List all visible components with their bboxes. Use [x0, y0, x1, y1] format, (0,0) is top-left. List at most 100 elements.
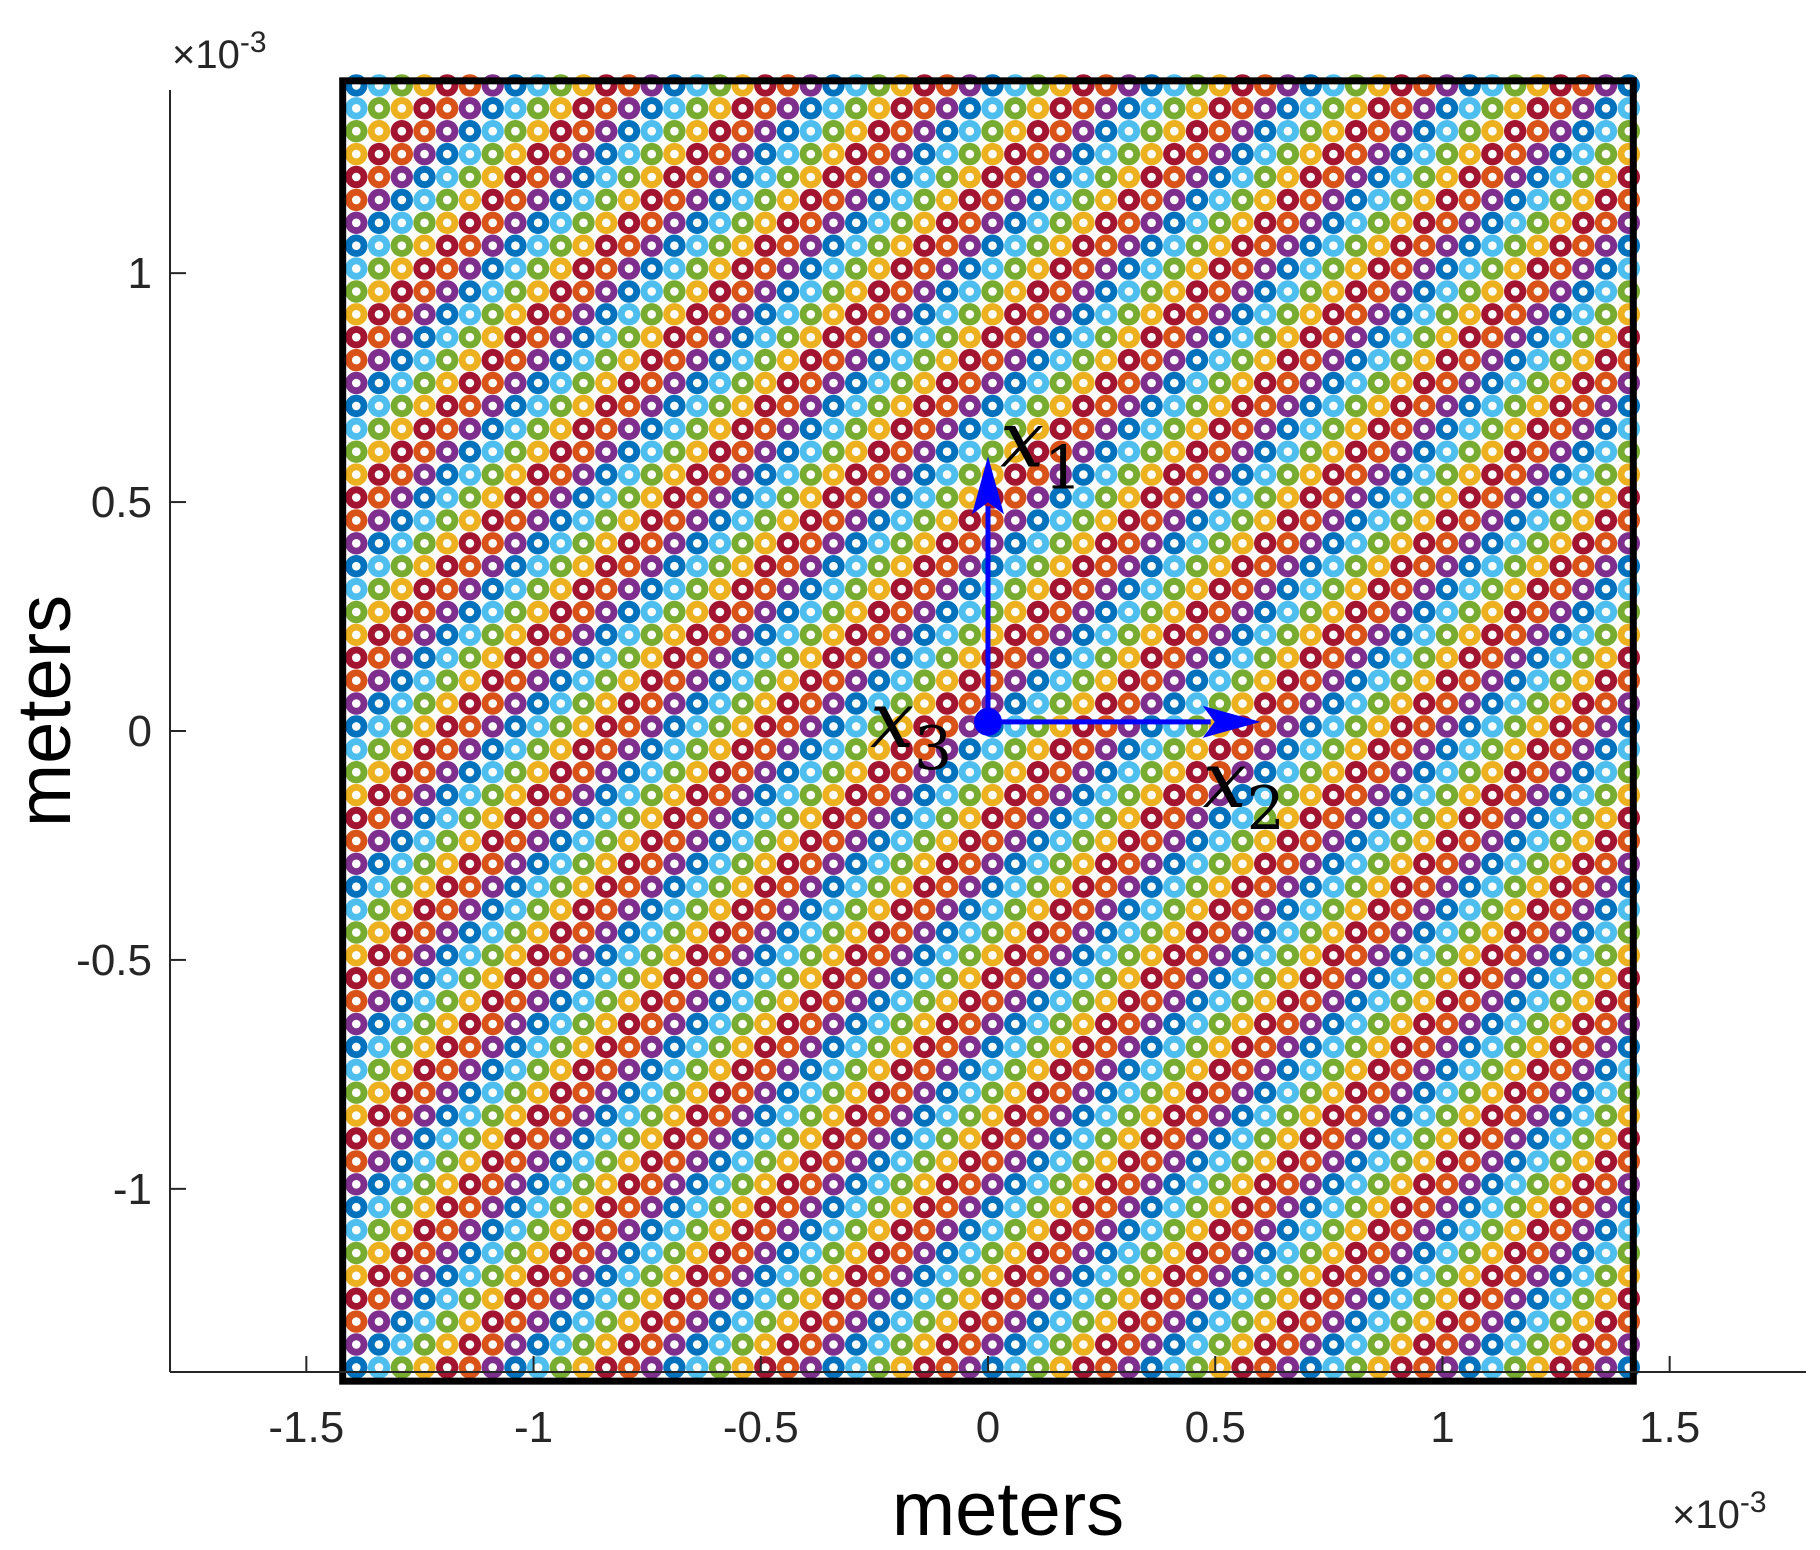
lattice-dot-core	[1170, 928, 1179, 937]
lattice-dot-core	[1215, 493, 1225, 502]
lattice-dot-core	[738, 1019, 747, 1029]
lattice-dot-core	[465, 1042, 475, 1052]
lattice-dot-core	[511, 584, 520, 594]
lattice-dot-core	[1306, 973, 1315, 983]
lattice-dot-core	[442, 1134, 452, 1143]
lattice-dot-core	[1374, 1248, 1384, 1258]
lattice-dot-core	[1170, 1225, 1179, 1235]
lattice-dot-core	[1533, 676, 1543, 685]
lattice-dot-core	[1533, 1019, 1543, 1029]
lattice-dot-core	[352, 493, 361, 502]
lattice-dot-core	[920, 607, 929, 617]
lattice-dot-core	[602, 1042, 611, 1052]
lattice-dot-core	[442, 745, 452, 754]
lattice-dot-core	[397, 470, 407, 479]
lattice-dot-core	[374, 745, 384, 754]
lattice-dot-core	[1329, 676, 1338, 685]
lattice-dot-core	[1579, 1340, 1588, 1349]
lattice-dot-core	[874, 1111, 884, 1120]
lattice-dot-core	[1147, 973, 1156, 983]
lattice-dot-core	[942, 1340, 952, 1349]
lattice-dot-core	[1215, 401, 1225, 411]
lattice-dot-core	[420, 699, 429, 708]
lattice-dot-core	[1465, 790, 1474, 800]
lattice-dot-core	[465, 1271, 475, 1281]
lattice-dot-core	[1351, 767, 1361, 777]
lattice-dot-core	[579, 951, 588, 960]
lattice-dot-core	[1397, 745, 1406, 754]
lattice-dot-core	[442, 539, 452, 548]
lattice-dot-core	[1374, 470, 1384, 479]
lattice-dot-core	[624, 1180, 634, 1189]
lattice-dot-core	[1079, 790, 1088, 800]
lattice-dot-core	[761, 401, 770, 411]
lattice-dot-core	[897, 1042, 906, 1052]
lattice-dot-core	[1442, 790, 1452, 800]
lattice-dot-core	[420, 1248, 429, 1258]
lattice-dot-core	[715, 951, 725, 960]
lattice-dot-core	[1011, 607, 1020, 617]
lattice-dot-core	[1465, 1088, 1474, 1097]
lattice-dot-core	[670, 493, 679, 502]
lattice-dot-core	[397, 951, 407, 960]
lattice-dot-core	[1101, 539, 1111, 548]
lattice-dot-core	[670, 859, 679, 869]
lattice-dot-core	[602, 539, 611, 548]
lattice-dot-core	[1533, 790, 1543, 800]
lattice-dot-core	[783, 1134, 793, 1143]
lattice-dot-core	[352, 1225, 361, 1235]
lattice-dot-core	[1329, 516, 1338, 525]
lattice-dot-core	[624, 1225, 634, 1235]
lattice-dot-core	[1442, 630, 1452, 640]
lattice-dot-core	[942, 951, 952, 960]
lattice-dot-core	[579, 1317, 588, 1326]
lattice-dot-core	[1170, 584, 1179, 594]
lattice-dot-core	[1420, 493, 1429, 502]
lattice-dot-core	[624, 951, 634, 960]
lattice-dot-core	[533, 836, 543, 846]
lattice-dot-core	[374, 1248, 384, 1258]
lattice-dot-core	[1170, 790, 1179, 800]
lattice-dot-core	[1556, 813, 1565, 823]
lattice-dot-core	[1465, 1042, 1474, 1052]
lattice-dot-core	[761, 424, 770, 434]
lattice-dot-core	[942, 607, 952, 617]
lattice-dot-core	[1488, 1248, 1497, 1258]
lattice-dot-core	[1465, 493, 1474, 502]
lattice-dot-core	[761, 607, 770, 617]
lattice-dot-core	[783, 561, 793, 571]
lattice-dot-core	[1397, 1088, 1406, 1097]
lattice-dot-core	[1510, 584, 1520, 594]
lattice-dot-core	[1510, 859, 1520, 869]
lattice-dot-core	[1533, 836, 1543, 846]
lattice-dot-core	[783, 973, 793, 983]
lattice-dot-core	[1420, 561, 1429, 571]
lattice-dot-core	[829, 1271, 838, 1281]
lattice-dot-core	[465, 1019, 475, 1029]
lattice-dot-core	[920, 1157, 929, 1166]
lattice-dot-core	[761, 1317, 770, 1326]
lattice-dot-core	[1442, 1065, 1452, 1075]
lattice-dot-core	[1124, 745, 1134, 754]
lattice-dot-core	[1306, 882, 1315, 891]
lattice-dot-core	[1465, 1225, 1474, 1235]
lattice-dot-core	[1374, 951, 1384, 960]
lattice-dot-core	[874, 470, 884, 479]
lattice-dot-core	[1033, 699, 1043, 708]
lattice-dot-core	[1351, 928, 1361, 937]
lattice-dot-core	[1329, 1134, 1338, 1143]
lattice-dot-core	[1556, 859, 1565, 869]
lattice-dot-core	[1056, 1157, 1065, 1166]
lattice-dot-core	[942, 1180, 952, 1189]
lattice-dot-core	[692, 790, 702, 800]
lattice-dot-core	[511, 1225, 520, 1235]
lattice-dot-core	[374, 378, 384, 388]
lattice-dot-core	[920, 493, 929, 502]
lattice-dot-core	[1170, 1019, 1179, 1029]
lattice-dot-core	[942, 1088, 952, 1097]
lattice-dot-core	[556, 561, 566, 571]
lattice-dot-core	[874, 996, 884, 1006]
lattice-dot-core	[1033, 1248, 1043, 1258]
lattice-dot-core	[1601, 401, 1611, 411]
lattice-dot-core	[579, 790, 588, 800]
